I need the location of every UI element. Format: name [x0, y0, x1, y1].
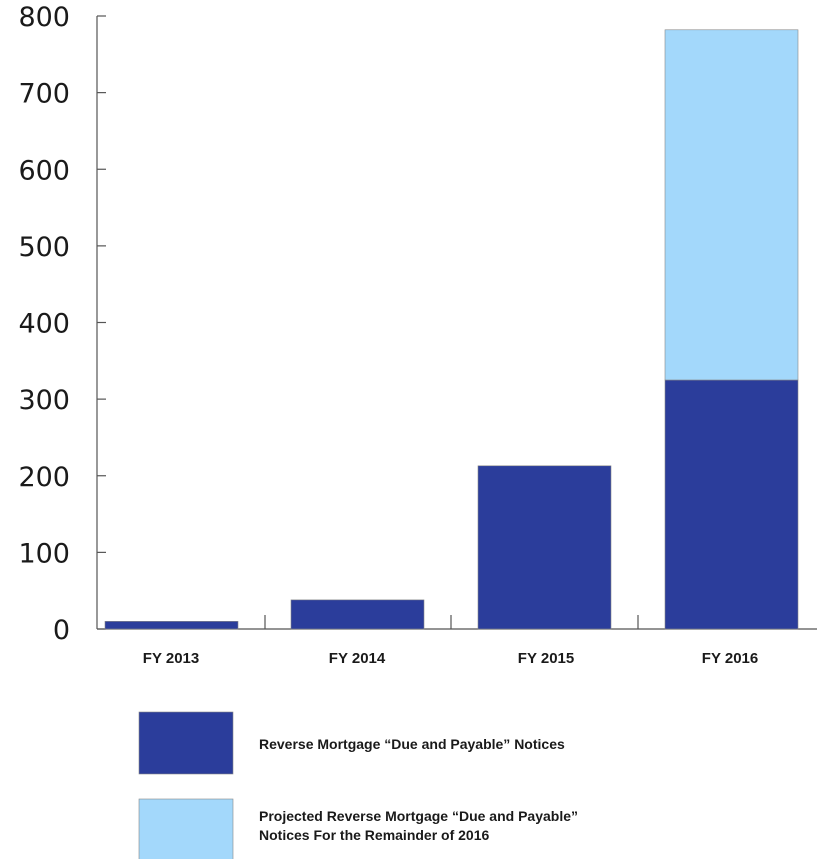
- x-tick-label: FY 2013: [143, 650, 199, 667]
- bar-fy-2013-series-1: [104, 621, 239, 630]
- y-tick-label: 400: [18, 309, 70, 340]
- y-tick-label: 500: [18, 232, 70, 263]
- bar-fy-2015-series-1: [477, 465, 612, 630]
- legend-label-series-2-line-2: Notices For the Remainder of 2016: [259, 827, 490, 843]
- legend: Reverse Mortgage “Due and Payable” Notic…: [138, 711, 578, 859]
- x-tick-label: FY 2016: [702, 650, 758, 667]
- x-tick-label: FY 2014: [329, 650, 386, 667]
- legend-label-series-2-line-1: Projected Reverse Mortgage “Due and Paya…: [259, 808, 578, 824]
- y-tick-label: 300: [18, 385, 70, 416]
- bar-fy-2016-series-1: [664, 379, 799, 630]
- y-tick-label: 600: [18, 155, 70, 186]
- y-tick-label: 200: [18, 462, 70, 493]
- bar-fy-2016-series-2: [664, 29, 799, 381]
- y-tick-label: 700: [18, 79, 70, 110]
- y-tick-label: 0: [53, 615, 70, 646]
- x-tick-label: FY 2015: [518, 650, 574, 667]
- legend-swatch-series-2: [138, 798, 234, 859]
- legend-swatch-series-1: [138, 711, 234, 775]
- bars: [104, 29, 799, 630]
- y-axis: 0 100 200 300 400 500 600 700 800: [18, 2, 106, 646]
- y-tick-label: 100: [18, 538, 70, 569]
- bar-fy-2014-series-1: [290, 599, 425, 630]
- y-tick-label: 800: [18, 2, 70, 33]
- legend-label-series-1: Reverse Mortgage “Due and Payable” Notic…: [259, 736, 565, 752]
